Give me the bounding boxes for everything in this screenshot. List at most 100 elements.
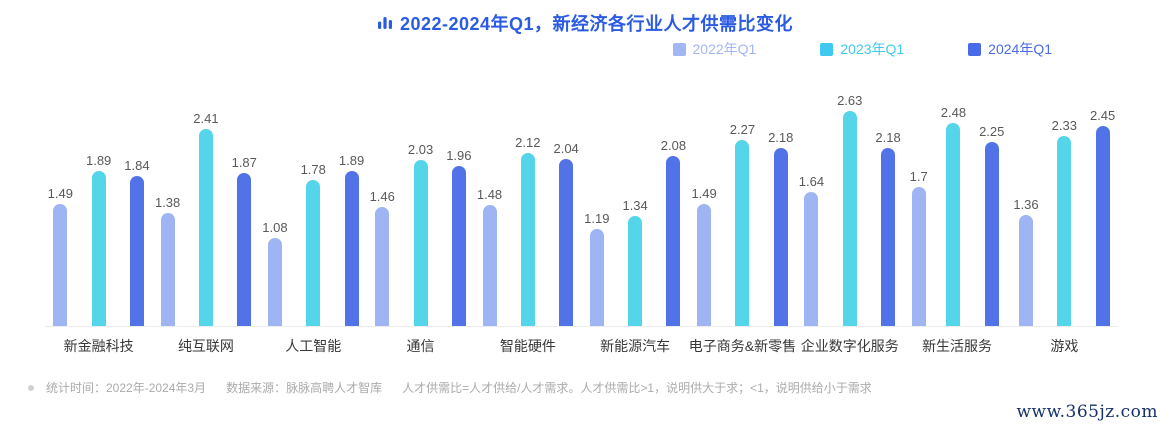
data-source-note: 数据来源：脉脉高聘人才智库 (226, 381, 383, 395)
bar-value-label: 1.87 (231, 155, 257, 170)
bar-value-label: 1.19 (584, 211, 610, 226)
bar-with-label: 1.08 (262, 220, 288, 326)
bar-value-label: 2.27 (729, 122, 756, 137)
bar (1057, 136, 1072, 326)
bar-with-label: 2.03 (408, 142, 433, 326)
bar-with-label: 1.84 (124, 158, 150, 326)
bar-with-label: 2.04 (553, 141, 579, 326)
bar-group: 1.19 1.34 2.08 (581, 138, 688, 326)
bullet-dot-icon (28, 384, 34, 391)
category-label: 企业数字化服务 (800, 338, 899, 354)
category-label: 纯互联网 (177, 338, 234, 354)
bar-with-label: 1.34 (622, 198, 648, 326)
bar-value-label: 1.84 (124, 158, 150, 173)
bar (1095, 126, 1110, 326)
bar-value-label: 1.96 (446, 148, 472, 163)
bar-with-label: 1.46 (370, 189, 395, 326)
bar-group: 1.08 1.78 1.89 (260, 153, 367, 326)
legend-swatch (968, 42, 982, 56)
bar-chart-icon (377, 17, 392, 29)
bar (237, 173, 252, 326)
legend: 2022年Q1 2023年Q1 2024年Q1 (0, 39, 1170, 59)
bar (589, 229, 604, 326)
bar-with-label: 1.89 (86, 153, 111, 326)
legend-swatch (820, 42, 834, 56)
bar-value-label: 1.38 (154, 195, 181, 210)
legend-item: 2023年Q1 (820, 39, 904, 59)
watermark-url: www.365jz.com (1016, 402, 1158, 422)
bar (946, 123, 961, 326)
category-label: 新金融科技 (63, 338, 134, 354)
category-label: 智能硬件 (499, 338, 556, 354)
chart-title-row: 2022-2024年Q1，新经济各行业人才供需比变化 (0, 0, 1170, 34)
bar (129, 176, 144, 326)
bar-value-label: 1.36 (1013, 197, 1039, 212)
bar (344, 171, 359, 326)
bar-value-label: 2.08 (660, 138, 687, 153)
bar-with-label: 1.36 (1013, 197, 1039, 326)
bar-value-label: 2.03 (407, 142, 434, 157)
bar-group: 1.49 1.89 1.84 (45, 153, 152, 326)
bar-value-label: 2.18 (875, 130, 901, 145)
bar-value-label: 1.08 (262, 220, 288, 235)
bar (375, 207, 390, 326)
bar-with-label: 2.08 (661, 138, 686, 326)
bar-value-label: 1.89 (338, 153, 365, 168)
bar-value-label: 1.46 (369, 189, 395, 204)
bar-with-label: 1.49 (691, 186, 717, 326)
bar-group: 1.64 2.63 2.18 (796, 93, 903, 326)
bar (804, 192, 819, 326)
bar (482, 205, 497, 326)
bar-value-label: 2.63 (837, 93, 863, 108)
bar-value-label: 2.18 (768, 130, 794, 145)
bar-with-label: 1.87 (232, 155, 257, 326)
bar-value-label: 2.41 (193, 111, 219, 126)
bar-value-label: 1.64 (798, 174, 825, 189)
bar (267, 238, 282, 326)
bar-with-label: 2.18 (768, 130, 793, 326)
category-label: 新生活服务 (922, 338, 993, 354)
bar-with-label: 1.19 (584, 211, 609, 326)
bar-group: 1.48 2.12 2.04 (474, 135, 581, 326)
bar (413, 160, 428, 326)
bar-value-label: 1.48 (476, 187, 503, 202)
bar (628, 216, 643, 326)
bar (735, 140, 750, 326)
bar (559, 159, 574, 326)
bar-with-label: 1.38 (155, 195, 180, 326)
bar-value-label: 2.25 (979, 124, 1005, 139)
bar-with-label: 1.64 (799, 174, 824, 326)
bar-group: 1.46 2.03 1.96 (367, 142, 474, 326)
bar-with-label: 2.25 (979, 124, 1004, 326)
bar (160, 213, 175, 326)
bar-with-label: 1.89 (339, 153, 364, 326)
bar-group: 1.38 2.41 1.87 (152, 111, 259, 326)
bar-value-label: 2.12 (515, 135, 541, 150)
bar-with-label: 2.27 (730, 122, 755, 326)
footer-notes: 统计时间：2022年-2024年3月 数据来源：脉脉高聘人才智库 人才供需比=人… (28, 379, 1170, 396)
bar-value-label: 2.48 (940, 105, 967, 120)
bar (198, 129, 213, 326)
bar (881, 148, 896, 326)
category-label: 电子商务&新零售 (688, 338, 797, 354)
legend-label: 2022年Q1 (692, 41, 757, 57)
bar (451, 166, 466, 326)
bar-with-label: 2.48 (941, 105, 966, 326)
bar-with-label: 2.18 (875, 130, 901, 326)
bar-value-label: 1.78 (300, 162, 326, 177)
category-label: 通信 (406, 338, 435, 354)
bar-with-label: 2.63 (837, 93, 862, 326)
bar (984, 142, 999, 326)
bar (91, 171, 106, 326)
bar-value-label: 1.34 (622, 198, 648, 213)
category-label: 游戏 (1050, 338, 1079, 354)
page-title: 2022-2024年Q1，新经济各行业人才供需比变化 (399, 14, 794, 34)
bar (53, 204, 68, 326)
bar-value-label: 2.04 (553, 141, 579, 156)
legend-swatch (672, 42, 686, 56)
bar-with-label: 2.41 (193, 111, 219, 326)
ratio-definition-note: 人才供需比=人才供给/人才需求。人才供需比>1，说明供大于求；<1，说明供给小于… (402, 381, 872, 395)
bar (1019, 215, 1033, 326)
legend-item: 2024年Q1 (968, 39, 1052, 59)
